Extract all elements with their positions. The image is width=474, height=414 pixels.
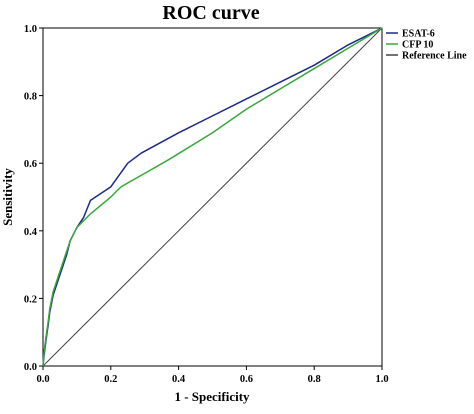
y-tick-label: 0.0 <box>24 362 37 373</box>
x-axis-label: 1 - Specificity <box>174 389 250 404</box>
x-tick-label: 0.2 <box>104 374 117 385</box>
x-tick-label: 0.6 <box>240 374 253 385</box>
x-tick-label: 1.0 <box>375 374 388 385</box>
legend-label-cfp-10: CFP 10 <box>402 40 433 51</box>
legend-label-esat-6: ESAT-6 <box>402 29 435 40</box>
y-tick-label: 0.8 <box>24 92 37 103</box>
y-tick-label: 1.0 <box>24 24 37 35</box>
x-tick-label: 0.4 <box>172 374 186 385</box>
y-tick-label: 0.6 <box>24 159 37 170</box>
series-line-cfp-10 <box>42 27 383 367</box>
legend-label-reference-line: Reference Line <box>402 51 467 62</box>
y-tick-label: 0.2 <box>24 294 37 305</box>
x-tick-label: 0.8 <box>308 374 321 385</box>
y-axis-label: Sensitivity <box>0 168 15 226</box>
series-lines <box>42 27 383 367</box>
x-axis-ticks: 0.0 0.2 0.4 0.6 0.8 1.0 <box>36 366 389 385</box>
y-tick-label: 0.4 <box>24 227 38 238</box>
x-tick-label: 0.0 <box>36 374 49 385</box>
series-line-reference-line <box>42 27 383 367</box>
plot-frame <box>42 27 383 367</box>
y-axis-ticks: 0.0 0.2 0.4 0.6 0.8 1.0 <box>24 24 43 373</box>
chart-title: ROC curve <box>162 2 259 24</box>
